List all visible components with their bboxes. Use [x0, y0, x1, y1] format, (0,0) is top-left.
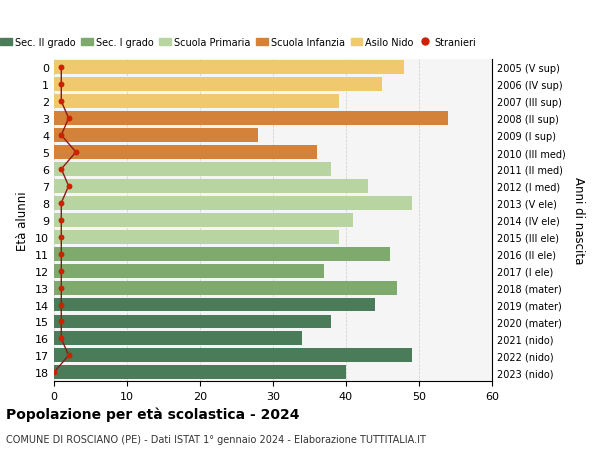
Bar [54, 146, 317, 160]
Text: COMUNE DI ROSCIANO (PE) - Dati ISTAT 1° gennaio 2024 - Elaborazione TUTTITALIA.I: COMUNE DI ROSCIANO (PE) - Dati ISTAT 1° … [6, 434, 426, 444]
Bar [54, 213, 353, 227]
Text: Popolazione per età scolastica - 2024: Popolazione per età scolastica - 2024 [6, 406, 299, 421]
Point [56, 301, 66, 308]
Point [56, 200, 66, 207]
Point [64, 352, 73, 359]
Point [71, 149, 81, 157]
Bar [54, 78, 383, 92]
Point [56, 268, 66, 275]
Y-axis label: Età alunni: Età alunni [16, 190, 29, 250]
Point [56, 335, 66, 342]
Legend: Sec. II grado, Sec. I grado, Scuola Primaria, Scuola Infanzia, Asilo Nido, Stran: Sec. II grado, Sec. I grado, Scuola Prim… [0, 34, 479, 51]
Bar [54, 179, 368, 193]
Point [56, 166, 66, 173]
Y-axis label: Anni di nascita: Anni di nascita [572, 177, 585, 264]
Point [56, 217, 66, 224]
Bar [54, 247, 390, 261]
Bar [54, 61, 404, 75]
Bar [54, 365, 346, 380]
Bar [54, 349, 412, 363]
Point [56, 284, 66, 291]
Bar [54, 298, 375, 312]
Point [56, 132, 66, 140]
Bar [54, 264, 324, 278]
Bar [54, 162, 331, 177]
Bar [54, 281, 397, 295]
Bar [54, 332, 302, 346]
Point [56, 251, 66, 258]
Bar [54, 196, 412, 210]
Point [56, 81, 66, 89]
Point [56, 64, 66, 72]
Point [56, 318, 66, 325]
Point [64, 115, 73, 123]
Bar [54, 95, 338, 109]
Point [49, 369, 59, 376]
Point [56, 234, 66, 241]
Bar [54, 230, 338, 244]
Point [64, 183, 73, 190]
Bar [54, 129, 259, 143]
Point [56, 98, 66, 106]
Bar [54, 315, 331, 329]
Bar [54, 112, 448, 126]
